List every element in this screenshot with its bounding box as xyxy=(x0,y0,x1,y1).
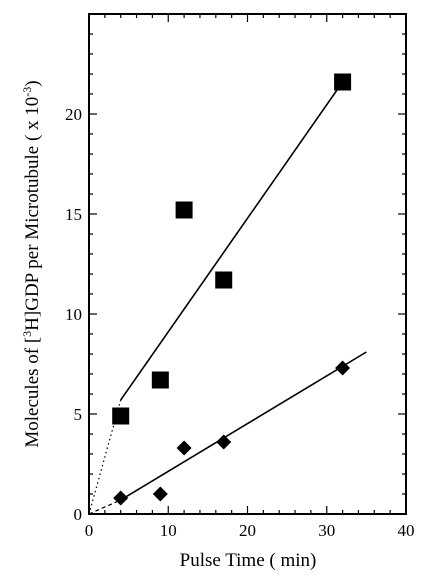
square-point xyxy=(151,371,169,389)
y-tick-label: 15 xyxy=(65,205,82,224)
diamond-point xyxy=(113,490,129,506)
x-tick-label: 40 xyxy=(398,521,415,540)
y-axis-title-sup1: 3 xyxy=(20,331,34,337)
diamond-point xyxy=(216,434,232,450)
ticks-layer: 0 10 20 30 40 0 5 10 15 20 xyxy=(65,13,415,540)
plot-frame xyxy=(88,13,407,515)
y-axis-title-prefix: Molecules of [ xyxy=(22,337,43,448)
square-series-extrapolation-line xyxy=(88,399,122,515)
diamond-point xyxy=(176,440,192,456)
x-tick-label: 20 xyxy=(239,521,256,540)
square-point xyxy=(334,73,352,91)
square-series-fit-line xyxy=(120,81,344,401)
y-tick-label: 0 xyxy=(74,505,83,524)
diamond-point xyxy=(335,360,351,376)
x-tick-label: 30 xyxy=(318,521,335,540)
y-tick-label: 5 xyxy=(74,405,83,424)
y-axis-title-suffix: ) xyxy=(22,80,43,86)
data-points-layer xyxy=(112,73,352,506)
x-tick-label: 0 xyxy=(85,521,94,540)
x-tick-label: 10 xyxy=(160,521,177,540)
y-axis-title-sup2: -3 xyxy=(20,87,34,97)
square-point xyxy=(215,271,233,289)
y-tick-label: 20 xyxy=(65,105,82,124)
square-point xyxy=(112,407,130,425)
fit-lines-layer xyxy=(88,81,367,515)
diamond-series-fit-line xyxy=(120,351,367,501)
diamond-series-extrapolation-line xyxy=(88,499,121,515)
diamond-point xyxy=(152,486,168,502)
y-axis-title-mid: H]GDP per Microtubule ( x 10 xyxy=(22,97,43,331)
y-tick-label: 10 xyxy=(65,305,82,324)
y-axis-title: Molecules of [3H]GDP per Microtubule ( x… xyxy=(20,80,43,447)
square-point xyxy=(175,201,193,219)
x-axis-title: Pulse Time ( min) xyxy=(180,550,317,571)
